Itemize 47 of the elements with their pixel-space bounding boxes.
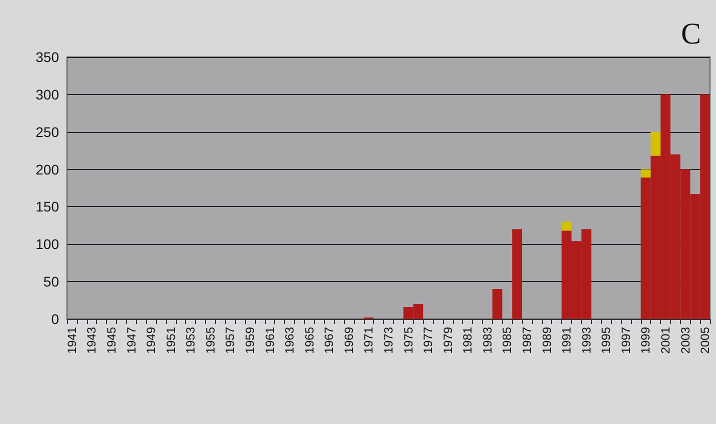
x-tick-label: 1983 (480, 326, 494, 354)
x-tick-label: 1997 (618, 326, 633, 354)
x-tick-label: 1967 (322, 326, 336, 354)
x-tick-label: 1995 (599, 326, 614, 354)
x-tick-label: 1985 (500, 326, 514, 354)
x-tick-label: 2005 (698, 326, 712, 354)
x-tick-label: 1965 (302, 326, 316, 354)
x-tick-label: 1963 (282, 326, 297, 354)
x-tick-label: 1949 (144, 326, 158, 354)
x-tick-label: 1947 (124, 326, 138, 354)
x-tick-label: 1973 (382, 326, 396, 354)
x-tick-label: 1981 (460, 326, 475, 354)
bar (562, 222, 572, 231)
x-tick-label: 1975 (401, 326, 416, 354)
x-tick-label: 1943 (84, 326, 99, 354)
x-tick-label: 1999 (638, 326, 653, 354)
x-tick-label: 1941 (64, 326, 79, 354)
y-tick-label: 0 (51, 311, 60, 327)
x-tick-label: 1957 (223, 326, 238, 354)
x-tick-label: 1951 (164, 326, 178, 354)
y-tick-label: 350 (36, 49, 60, 65)
x-tick-label: 2001 (658, 326, 672, 354)
x-tick-label: 1959 (243, 326, 258, 354)
x-tick-label: 1961 (262, 326, 277, 354)
y-tick-label: 250 (36, 124, 60, 140)
chart-title: C (680, 18, 702, 50)
y-tick-label: 200 (36, 161, 60, 178)
bar (492, 289, 502, 319)
x-tick-label: 1945 (104, 326, 119, 354)
x-tick-label: 1955 (203, 326, 218, 354)
bar (512, 229, 522, 319)
bar (640, 169, 651, 178)
x-tick-label: 1979 (440, 326, 455, 354)
x-tick-label: 1971 (362, 326, 376, 354)
x-tick-label: 1977 (421, 326, 436, 354)
x-tick-label: 1987 (520, 326, 534, 354)
x-tick-label: 1993 (579, 326, 594, 354)
x-tick-label: 1953 (184, 326, 198, 354)
y-tick-label: 50 (43, 274, 60, 290)
x-tick-label: 1989 (540, 326, 554, 354)
y-tick-label: 150 (36, 198, 60, 215)
y-tick-label: 100 (36, 236, 60, 252)
x-tick-label: 2003 (678, 326, 692, 354)
x-tick-label: 1969 (342, 326, 356, 354)
bar (650, 132, 661, 156)
y-tick-label: 300 (36, 86, 60, 102)
x-tick-label: 1991 (560, 326, 574, 354)
